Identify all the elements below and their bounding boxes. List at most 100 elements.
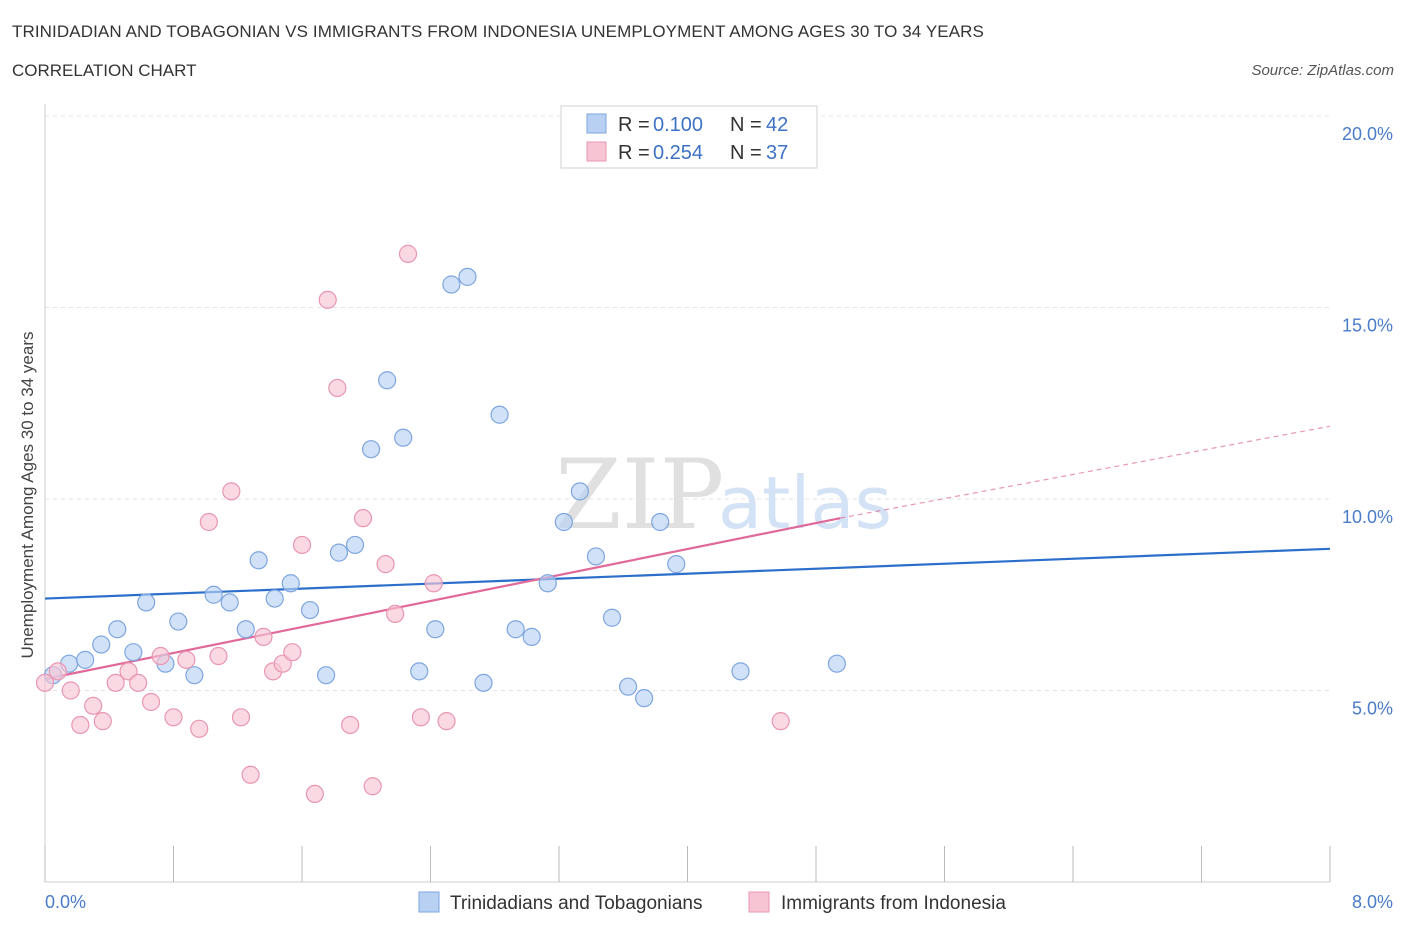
point-indonesia — [199, 512, 218, 532]
point-trinidadian — [538, 574, 557, 593]
point-indonesia — [71, 715, 90, 735]
point-trinidadian — [651, 512, 670, 532]
bottom-legend-swatch-pink — [748, 891, 770, 913]
point-trinidadian — [522, 627, 541, 646]
trendline-indonesia-extrapolated — [839, 425, 1331, 519]
axes — [44, 104, 1331, 883]
point-indonesia — [141, 692, 161, 712]
point-trinidadian — [635, 689, 654, 708]
point-trinidadian — [108, 620, 127, 639]
point-indonesia — [398, 244, 418, 263]
chart-title: TRINIDADIAN AND TOBAGONIAN VS IMMIGRANTS… — [12, 22, 984, 41]
point-trinidadian — [316, 666, 336, 685]
point-indonesia — [231, 708, 251, 727]
point-indonesia — [177, 650, 196, 669]
point-trinidadian — [361, 440, 381, 459]
point-trinidadian — [220, 593, 239, 612]
point-indonesia — [341, 715, 360, 735]
point-indonesia — [386, 604, 405, 624]
point-trinidadian — [827, 654, 846, 673]
point-indonesia — [353, 509, 373, 528]
watermark: ZIP atlas — [555, 439, 892, 551]
point-indonesia — [363, 777, 382, 796]
point-indonesia — [376, 555, 395, 574]
point-trinidadian — [602, 608, 622, 627]
bottom-legend-label-blue: Trinidadians and Tobagonians — [450, 893, 702, 914]
point-indonesia — [61, 681, 80, 700]
point-indonesia — [48, 662, 67, 681]
point-indonesia — [164, 708, 183, 727]
legend-n-value-2: 37 — [766, 142, 788, 164]
data-points — [35, 244, 846, 804]
legend-r-label-1: R = — [618, 114, 650, 136]
point-indonesia — [328, 378, 347, 398]
legend-r-value-2: 0.254 — [653, 142, 703, 164]
legend-n-value-1: 42 — [766, 114, 788, 136]
point-indonesia — [106, 673, 125, 692]
bottom-legend: Trinidadians and Tobagonians Immigrants … — [418, 891, 1006, 914]
point-indonesia — [151, 646, 170, 666]
point-trinidadian — [731, 662, 750, 681]
point-trinidadian — [345, 535, 365, 555]
watermark-atlas: atlas — [718, 461, 892, 545]
point-trinidadian — [474, 673, 493, 692]
bottom-legend-swatch-blue — [418, 891, 440, 913]
trend-lines — [44, 425, 1331, 681]
point-trinidadian — [667, 555, 686, 574]
legend-r-value-1: 0.100 — [653, 114, 703, 136]
point-indonesia — [209, 646, 228, 666]
trendline-trinidadian — [44, 547, 1331, 600]
point-trinidadian — [249, 551, 268, 570]
point-indonesia — [190, 719, 209, 738]
point-indonesia — [35, 673, 55, 692]
point-trinidadian — [410, 662, 429, 681]
y-tick-label: 20.0% — [1342, 124, 1393, 144]
point-trinidadian — [281, 574, 300, 593]
point-trinidadian — [265, 589, 284, 608]
legend-n-label-2: N = — [730, 142, 762, 164]
trendline-indonesia — [44, 517, 841, 681]
legend-r-label-2: R = — [618, 142, 650, 164]
point-trinidadian — [300, 600, 320, 620]
point-trinidadian — [458, 267, 477, 286]
point-trinidadian — [570, 482, 589, 501]
point-indonesia — [129, 673, 148, 692]
point-trinidadian — [185, 666, 204, 685]
point-indonesia — [254, 627, 273, 646]
point-trinidadian — [124, 643, 143, 662]
legend-n-label-1: N = — [730, 114, 762, 136]
x-tick-label-min: 0.0% — [45, 892, 86, 912]
point-indonesia — [318, 290, 337, 309]
bottom-legend-label-pink: Immigrants from Indonesia — [781, 893, 1006, 914]
legend-swatch-blue — [586, 113, 607, 134]
point-trinidadian — [426, 620, 445, 639]
y-tick-label: 10.0% — [1342, 507, 1393, 527]
point-trinidadian — [554, 512, 573, 532]
point-trinidadian — [92, 635, 111, 654]
point-indonesia — [305, 784, 324, 804]
point-trinidadian — [137, 593, 156, 612]
point-indonesia — [84, 696, 103, 715]
point-indonesia — [292, 535, 312, 555]
point-trinidadian — [378, 371, 397, 390]
x-tick-label-max: 8.0% — [1352, 892, 1393, 912]
point-indonesia — [424, 574, 443, 593]
point-trinidadian — [394, 428, 413, 447]
point-indonesia — [771, 712, 790, 731]
point-trinidadian — [506, 620, 525, 639]
point-indonesia — [411, 708, 430, 727]
top-legend: R = 0.100 N = 42 R = 0.254 N = 37 — [560, 105, 818, 169]
y-tick-label: 15.0% — [1342, 316, 1393, 336]
point-trinidadian — [618, 677, 638, 696]
source-label: Source: ZipAtlas.com — [1251, 62, 1394, 79]
chart-subtitle: CORRELATION CHART — [12, 61, 197, 80]
point-trinidadian — [204, 585, 223, 604]
point-trinidadian — [169, 612, 188, 631]
point-trinidadian — [490, 405, 509, 424]
point-indonesia — [241, 765, 260, 784]
y-axis-label: Unemployment Among Ages 30 to 34 years — [18, 332, 37, 659]
point-indonesia — [222, 482, 241, 501]
point-trinidadian — [76, 650, 95, 669]
point-indonesia — [437, 712, 456, 731]
